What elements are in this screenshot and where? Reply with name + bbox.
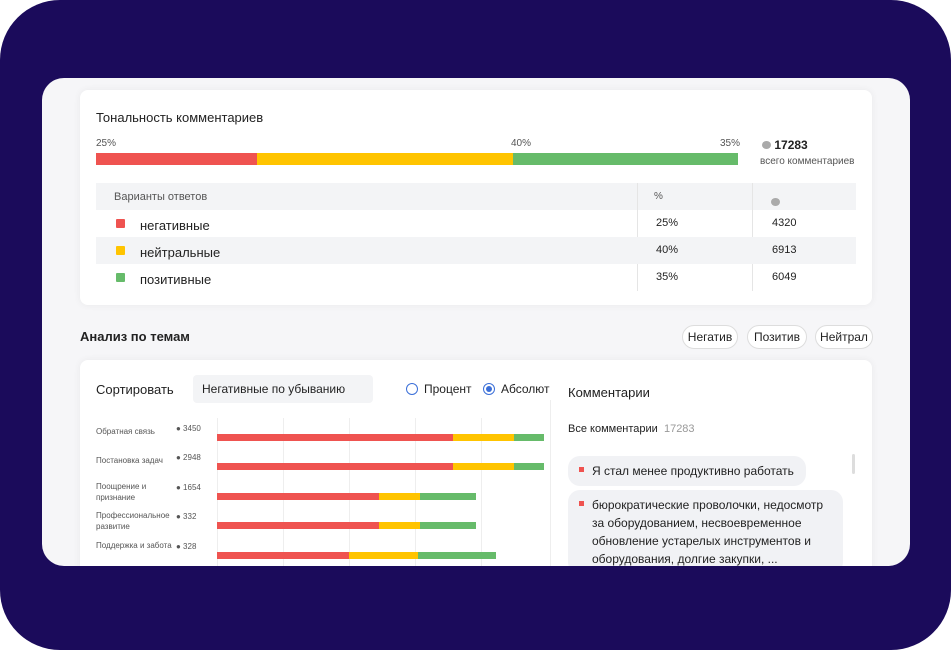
sort-label: Сортировать <box>96 382 174 397</box>
category-label: Постановка задач <box>96 456 163 465</box>
all-comments-count: 17283 <box>663 423 695 435</box>
category-label: Поддержка и забота <box>96 541 172 550</box>
row-count: 6913 <box>772 244 797 256</box>
bar-segment-позитивные <box>419 522 477 529</box>
gridline <box>415 418 416 566</box>
category-count: ● 1654 <box>176 483 201 492</box>
bar-segment-нейтральные <box>378 522 420 529</box>
sort-select[interactable]: Негативные по убыванию <box>193 375 373 403</box>
radio-percent[interactable]: Процент <box>406 382 472 396</box>
comment-item[interactable]: бюрократические проволочки, недосмотр за… <box>568 490 843 566</box>
bar-segment-негативные <box>217 463 453 470</box>
row-percent: 25% <box>656 217 679 229</box>
bar-segment-нейтральные <box>349 552 419 559</box>
row-percent: 35% <box>656 271 679 283</box>
comment-item[interactable]: Я стал менее продуктивно работать <box>568 456 806 486</box>
bar-segment-нейтральные <box>378 493 420 500</box>
total-label: всего комментариев <box>760 156 855 167</box>
scrollbar[interactable] <box>852 454 855 474</box>
header-percent: % <box>654 191 663 202</box>
topics-card: Сортировать Негативные по убыванию Проце… <box>80 360 872 566</box>
seg-label-neu: 40% <box>511 138 532 149</box>
gridline <box>283 418 284 566</box>
all-comments[interactable]: Все комментарии 17283 <box>568 423 695 435</box>
table-row: позитивные 35% 6049 <box>96 264 856 291</box>
radio-percent-label: Процент <box>424 382 472 396</box>
tonality-bar <box>96 153 738 165</box>
header-options: Варианты ответов <box>114 191 208 203</box>
category-count: ● 2948 <box>176 453 201 462</box>
bar-segment-негативные <box>217 434 453 441</box>
all-comments-label: Все комментарии <box>568 423 658 435</box>
table-header: Варианты ответов % <box>96 183 856 210</box>
color-marker-icon <box>116 273 125 282</box>
row-name: позитивные <box>140 272 212 287</box>
filter-negative[interactable]: Негатив <box>682 325 738 349</box>
category-label: Поощрение и признание <box>96 482 147 502</box>
row-name: негативные <box>140 218 210 233</box>
divider <box>550 400 551 566</box>
category-count: ● 328 <box>176 542 197 551</box>
table-row: нейтральные 40% 6913 <box>96 237 856 264</box>
bar-segment-нейтральные <box>452 463 514 470</box>
comments-title: Комментарии <box>568 385 650 400</box>
gridline <box>349 418 350 566</box>
bar-segment-позитивные <box>513 463 544 470</box>
filter-positive[interactable]: Позитив <box>747 325 807 349</box>
total-value: 17283 <box>774 138 808 152</box>
topics-chart <box>217 418 547 566</box>
bar-segment-негативные <box>217 552 349 559</box>
category-count: ● 3450 <box>176 424 201 433</box>
comment-icon <box>762 141 771 149</box>
bar-segment-позитивные <box>513 434 544 441</box>
row-name: нейтральные <box>140 245 221 260</box>
row-count: 6049 <box>772 271 797 283</box>
bar-segment-негативные <box>217 493 379 500</box>
radio-absolute[interactable]: Абсолют <box>483 382 550 396</box>
row-percent: 40% <box>656 244 679 256</box>
gridline <box>481 418 482 566</box>
stacked-bar[interactable] <box>217 552 496 559</box>
tonality-card: Тональность комментариев 25% 40% 35% 172… <box>80 90 872 305</box>
app-screen: Тональность комментариев 25% 40% 35% 172… <box>42 78 910 566</box>
stacked-bar[interactable] <box>217 493 477 500</box>
tonality-segment <box>256 153 514 165</box>
header-comment-icon <box>771 193 780 211</box>
stacked-bar[interactable] <box>217 434 544 441</box>
bar-segment-негативные <box>217 522 379 529</box>
tonality-title: Тональность комментариев <box>96 110 264 125</box>
bar-segment-позитивные <box>418 552 496 559</box>
category-count: ● 332 <box>176 512 197 521</box>
tonality-segment <box>96 153 257 165</box>
tonality-segment <box>513 153 738 165</box>
row-count: 4320 <box>772 217 797 229</box>
gridline <box>217 418 218 566</box>
topics-title: Анализ по темам <box>80 329 190 344</box>
bar-segment-позитивные <box>419 493 477 500</box>
color-marker-icon <box>116 219 125 228</box>
total-count: 17283 <box>762 138 808 152</box>
stacked-bar[interactable] <box>217 522 477 529</box>
stacked-bar[interactable] <box>217 463 544 470</box>
table-row: негативные 25% 4320 <box>96 210 856 237</box>
bar-segment-нейтральные <box>452 434 514 441</box>
category-label: Профессиональное развитие <box>96 511 170 531</box>
radio-absolute-label: Абсолют <box>501 382 550 396</box>
filter-neutral[interactable]: Нейтрал <box>815 325 873 349</box>
seg-label-neg: 25% <box>96 138 117 149</box>
category-label: Обратная связь <box>96 427 155 436</box>
seg-label-pos: 35% <box>720 138 741 149</box>
color-marker-icon <box>116 246 125 255</box>
